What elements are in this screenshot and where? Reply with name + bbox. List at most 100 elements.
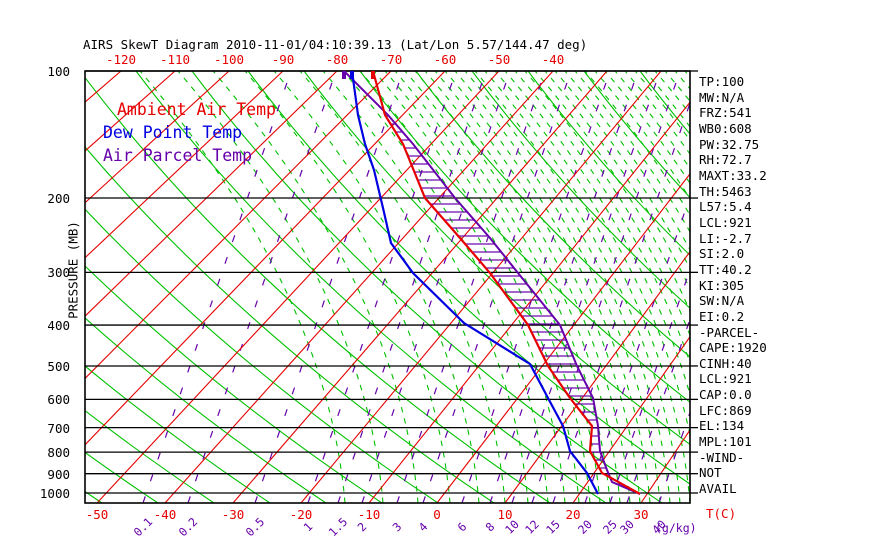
bottom-temp-tick: 10 — [497, 507, 513, 522]
dry-adiabat-line — [527, 71, 690, 256]
isotherm-line — [85, 71, 446, 446]
dry-adiabat-line — [191, 71, 663, 503]
isotherm-line — [85, 71, 284, 259]
curve-top-marker — [350, 71, 354, 79]
temperature-axis-unit-label: T(C) — [706, 506, 737, 521]
isotherm-line — [572, 335, 690, 503]
mixing-ratio-unit-label: (g/kg) — [655, 521, 697, 535]
grid-lines — [0, 71, 870, 503]
isotherm-line — [85, 71, 230, 204]
moist-adiabat-line — [424, 71, 631, 503]
pressure-tick: 700 — [47, 420, 70, 436]
legend-ambient-air-temp: Ambient Air Temp — [117, 100, 276, 119]
bottom-temp-tick: 0 — [433, 507, 441, 522]
moist-adiabat-line — [414, 71, 621, 503]
dry-adiabat-line — [85, 146, 495, 503]
stat-line: EL:134 — [699, 418, 745, 434]
pressure-tick: 500 — [47, 358, 70, 374]
isotherm-line — [232, 71, 608, 503]
curve-top-marker — [371, 71, 375, 79]
bottom-temp-tick: -10 — [357, 507, 381, 522]
stat-line: LCL:921 — [699, 214, 752, 230]
stat-line: MAXT:33.2 — [699, 167, 767, 183]
top-temp-tick: -100 — [213, 52, 245, 67]
top-temp-tick: -80 — [325, 52, 349, 67]
moist-adiabat-line — [444, 71, 651, 503]
top-temp-tick: -90 — [271, 52, 295, 67]
isotherm-line — [0, 71, 13, 503]
moist-adiabat-line — [434, 71, 641, 503]
top-temp-tick: -120 — [105, 52, 137, 67]
moist-adiabat-line — [342, 71, 549, 503]
moist-adiabat-line — [664, 71, 690, 103]
stat-line: SI:2.0 — [699, 246, 745, 262]
moist-adiabat-line — [484, 71, 690, 503]
stat-line: TP:100 — [699, 74, 745, 89]
dry-adiabat-line — [247, 71, 690, 485]
stat-line: CAPE:1920 — [699, 340, 767, 356]
stat-line: RH:72.7 — [699, 152, 752, 168]
isotherm-line — [164, 71, 554, 503]
stat-line: L57:5.4 — [699, 199, 752, 215]
stats-panel: TP:100 MW:N/A FRZ:541 WB0:608 PW:32.75 RH:72.… — [699, 74, 767, 497]
stat-line: CAP:0.0 — [699, 387, 752, 403]
bottom-temp-tick: 30 — [633, 507, 649, 522]
moist-adiabat-line — [244, 71, 451, 503]
curve-top-marker — [342, 71, 346, 79]
stat-line: PW:32.75 — [699, 136, 760, 152]
isotherm-line — [85, 71, 338, 317]
moist-adiabat-line — [474, 71, 681, 503]
moist-adiabat-line — [373, 71, 580, 503]
chart-title: AIRS SkewT Diagram 2010-11-01/04:10:39.1… — [83, 37, 588, 52]
isotherm-line — [504, 250, 690, 503]
stat-line: EI:0.2 — [699, 308, 745, 324]
stat-line: AVAIL — [699, 481, 737, 497]
top-temp-tick: -40 — [541, 52, 565, 67]
dry-adiabat-line — [359, 71, 690, 403]
pressure-tick: 200 — [47, 191, 70, 207]
moist-adiabat-line — [273, 71, 480, 503]
dry-adiabat-line — [415, 71, 690, 358]
dry-adiabat-line — [0, 71, 46, 503]
dry-adiabat-line — [85, 208, 439, 503]
stat-line: MPL:101 — [699, 434, 752, 450]
top-temp-tick: -110 — [159, 52, 191, 67]
bottom-temp-tick: 20 — [565, 507, 581, 522]
dry-adiabat-line — [85, 365, 271, 503]
stat-line: -WIND- — [699, 449, 745, 465]
stat-line: NOT — [699, 465, 722, 481]
pressure-tick: 300 — [47, 265, 70, 281]
pressure-tick: 100 — [47, 64, 70, 79]
stat-line: -PARCEL- — [699, 324, 760, 340]
cape-hatch-area — [385, 115, 640, 494]
dry-adiabat-line — [471, 71, 690, 309]
pressure-tick: 800 — [47, 445, 70, 461]
moist-adiabat-line — [322, 71, 529, 503]
dry-adiabat-line — [135, 71, 607, 503]
dry-adiabat-line — [752, 71, 870, 503]
mixing-ratio-line — [531, 71, 681, 503]
stat-line: KI:305 — [699, 277, 745, 293]
stat-line: SW:N/A — [699, 293, 745, 309]
dry-adiabat-line — [85, 317, 327, 503]
isotherm-line — [368, 101, 690, 503]
stat-line: LI:-2.7 — [699, 230, 752, 246]
dry-adiabat-line — [583, 71, 690, 199]
isotherm-line — [96, 71, 500, 503]
stat-line: LCL:921 — [699, 371, 752, 387]
moist-adiabat-line — [464, 71, 671, 503]
pressure-tick: 900 — [47, 466, 70, 482]
top-temp-tick: -70 — [379, 52, 403, 67]
mixing-ratio-line — [461, 71, 611, 503]
stat-line: MW:N/A — [699, 89, 745, 105]
mixing-ratio-line — [511, 71, 661, 503]
dry-adiabat-line — [85, 490, 103, 503]
plot-border — [84, 70, 691, 504]
isotherm-line — [300, 71, 662, 503]
legend-dew-point-temp: Dew Point Temp — [103, 123, 243, 142]
bottom-temp-tick: -50 — [85, 507, 109, 522]
dry-adiabat-line — [85, 265, 383, 503]
top-temp-tick: -50 — [487, 52, 511, 67]
